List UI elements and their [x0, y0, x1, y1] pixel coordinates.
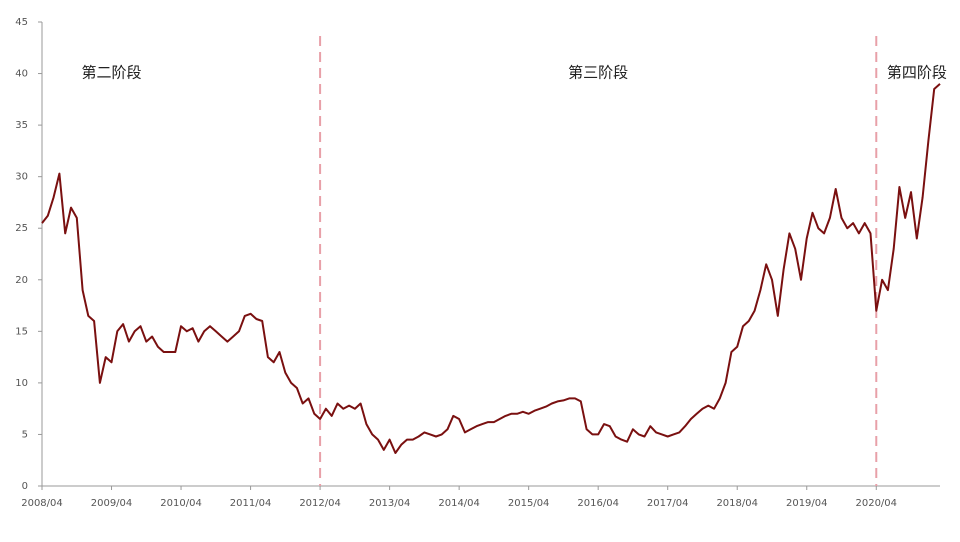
x-tick-label: 2020/04 — [855, 498, 897, 509]
stage-label: 第三阶段 — [568, 64, 628, 82]
x-tick-label: 2015/04 — [508, 498, 550, 509]
y-tick-label: 0 — [22, 481, 28, 492]
x-tick-label: 2010/04 — [160, 498, 202, 509]
line — [41, 83, 941, 454]
y-tick-label: 35 — [15, 120, 28, 131]
x-tick-label: 2018/04 — [716, 498, 758, 509]
x-tick-label: 2014/04 — [438, 498, 480, 509]
y-tick-label: 20 — [15, 275, 28, 286]
x-tick-label: 2016/04 — [577, 498, 619, 509]
stage-label: 第四阶段 — [887, 64, 947, 82]
y-tick-label: 45 — [15, 17, 28, 28]
x-tick-label: 2009/04 — [91, 498, 133, 509]
x-tick-label: 2011/04 — [230, 498, 272, 509]
y-tick-label: 10 — [15, 378, 28, 389]
x-tick-label: 2017/04 — [647, 498, 689, 509]
x-tick-label: 2008/04 — [21, 498, 63, 509]
y-tick-label: 40 — [15, 69, 28, 80]
stage-label: 第二阶段 — [82, 64, 142, 82]
y-tick-label: 5 — [22, 429, 28, 440]
y-tick-label: 25 — [15, 223, 28, 234]
x-tick-label: 2019/04 — [786, 498, 828, 509]
x-tick-label: 2013/04 — [369, 498, 411, 509]
y-tick-label: 30 — [15, 172, 28, 183]
y-tick-label: 15 — [15, 326, 28, 337]
x-tick-label: 2012/04 — [299, 498, 341, 509]
